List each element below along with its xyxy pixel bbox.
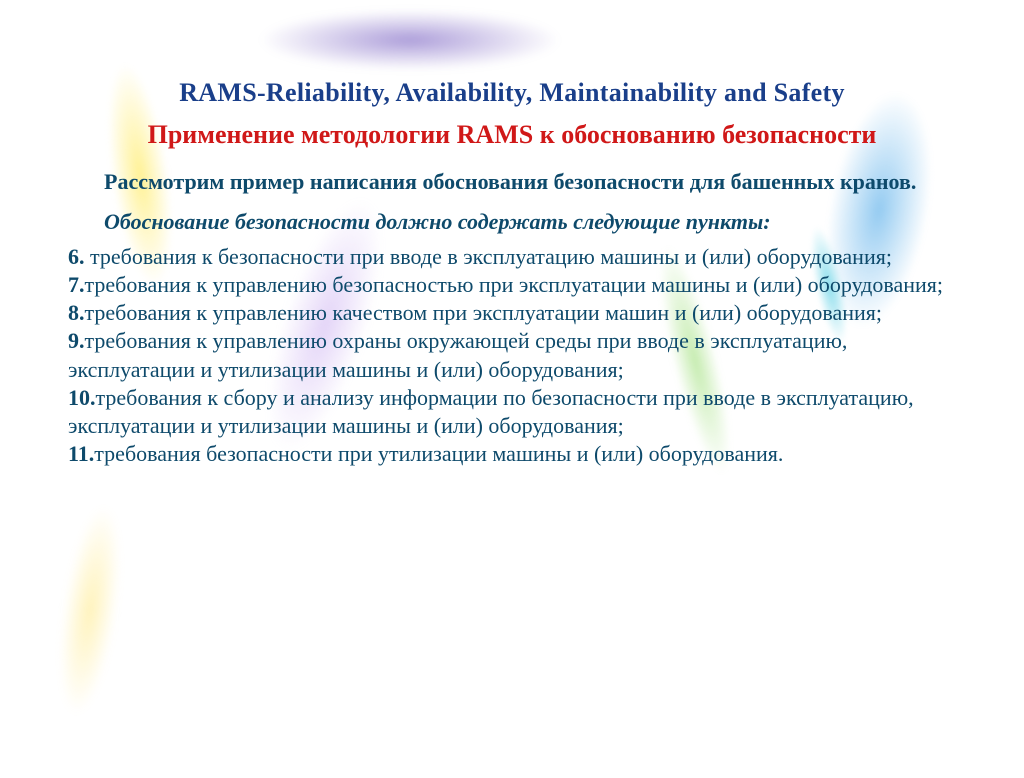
list-item-number: 9. <box>68 328 85 353</box>
list-item-number: 11. <box>68 441 94 466</box>
title-russian: Применение методологии RAMS к обосновани… <box>68 118 956 152</box>
list-item: 8.требования к управлению качеством при … <box>68 299 956 327</box>
lead-paragraph: Обоснование безопасности должно содержат… <box>68 207 956 237</box>
list-item-text: требования к управлению безопасностью пр… <box>85 272 944 297</box>
slide-content: RAMS-Reliability, Availability, Maintain… <box>0 0 1024 488</box>
list-item-number: 6. <box>68 244 85 269</box>
list-item-text: требования к управлению охраны окружающе… <box>68 328 847 381</box>
list-item-number: 8. <box>68 300 85 325</box>
title-english: RAMS-Reliability, Availability, Maintain… <box>68 78 956 108</box>
list-item-text: требования безопасности при утилизации м… <box>94 441 783 466</box>
intro-paragraph: Рассмотрим пример написания обоснования … <box>68 168 956 196</box>
list-item-number: 10. <box>68 385 96 410</box>
list-item: 9.требования к управлению охраны окружаю… <box>68 327 956 383</box>
list-item-text: требования к безопасности при вводе в эк… <box>85 244 892 269</box>
list-item-text: требования к управлению качеством при эк… <box>85 300 883 325</box>
bg-ribbon-yellow-2 <box>0 442 182 778</box>
list-item: 11.требования безопасности при утилизаци… <box>68 440 956 468</box>
list-item: 7.требования к управлению безопасностью … <box>68 271 956 299</box>
list-item: 6. требования к безопасности при вводе в… <box>68 243 956 271</box>
list-item: 10.требования к сбору и анализу информац… <box>68 384 956 440</box>
list-item-text: требования к сбору и анализу информации … <box>68 385 914 438</box>
list-item-number: 7. <box>68 272 85 297</box>
